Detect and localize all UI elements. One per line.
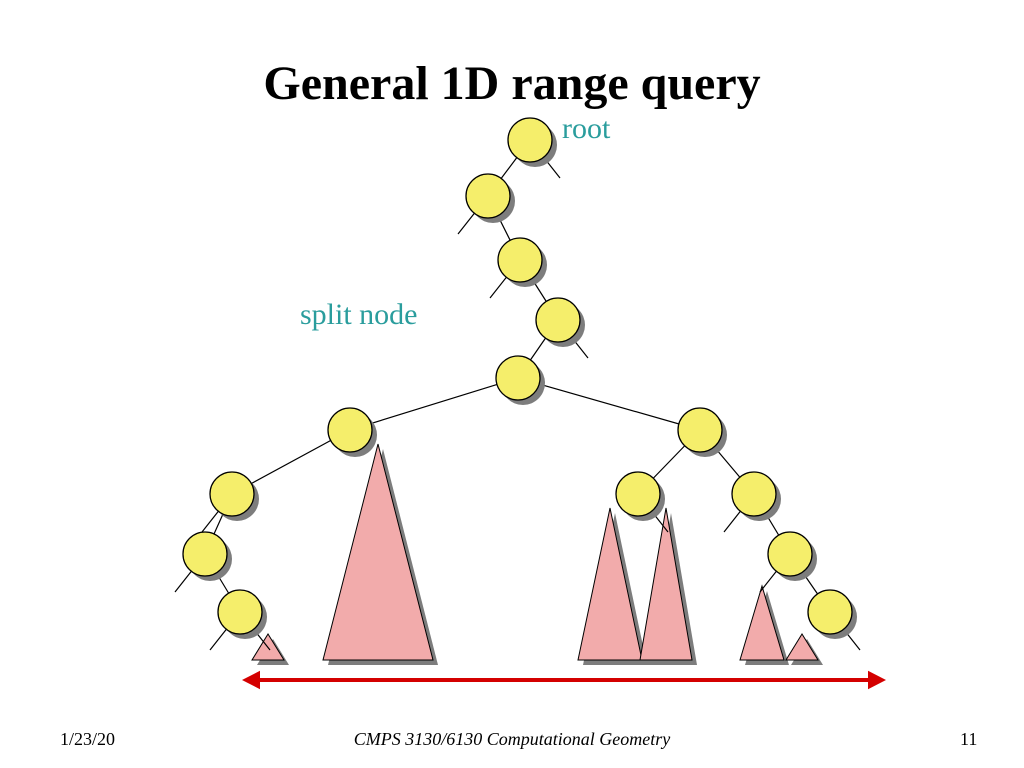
footer-page-number: 11 <box>960 729 977 750</box>
label-split: split node <box>300 298 418 332</box>
footer-date: 1/23/20 <box>60 729 115 750</box>
slide: General 1D range query root split node 1… <box>0 0 1024 768</box>
page-title: General 1D range query <box>0 56 1024 111</box>
tree-diagram <box>0 0 1024 768</box>
footer-course: CMPS 3130/6130 Computational Geometry <box>354 729 670 750</box>
label-root: root <box>562 112 610 146</box>
